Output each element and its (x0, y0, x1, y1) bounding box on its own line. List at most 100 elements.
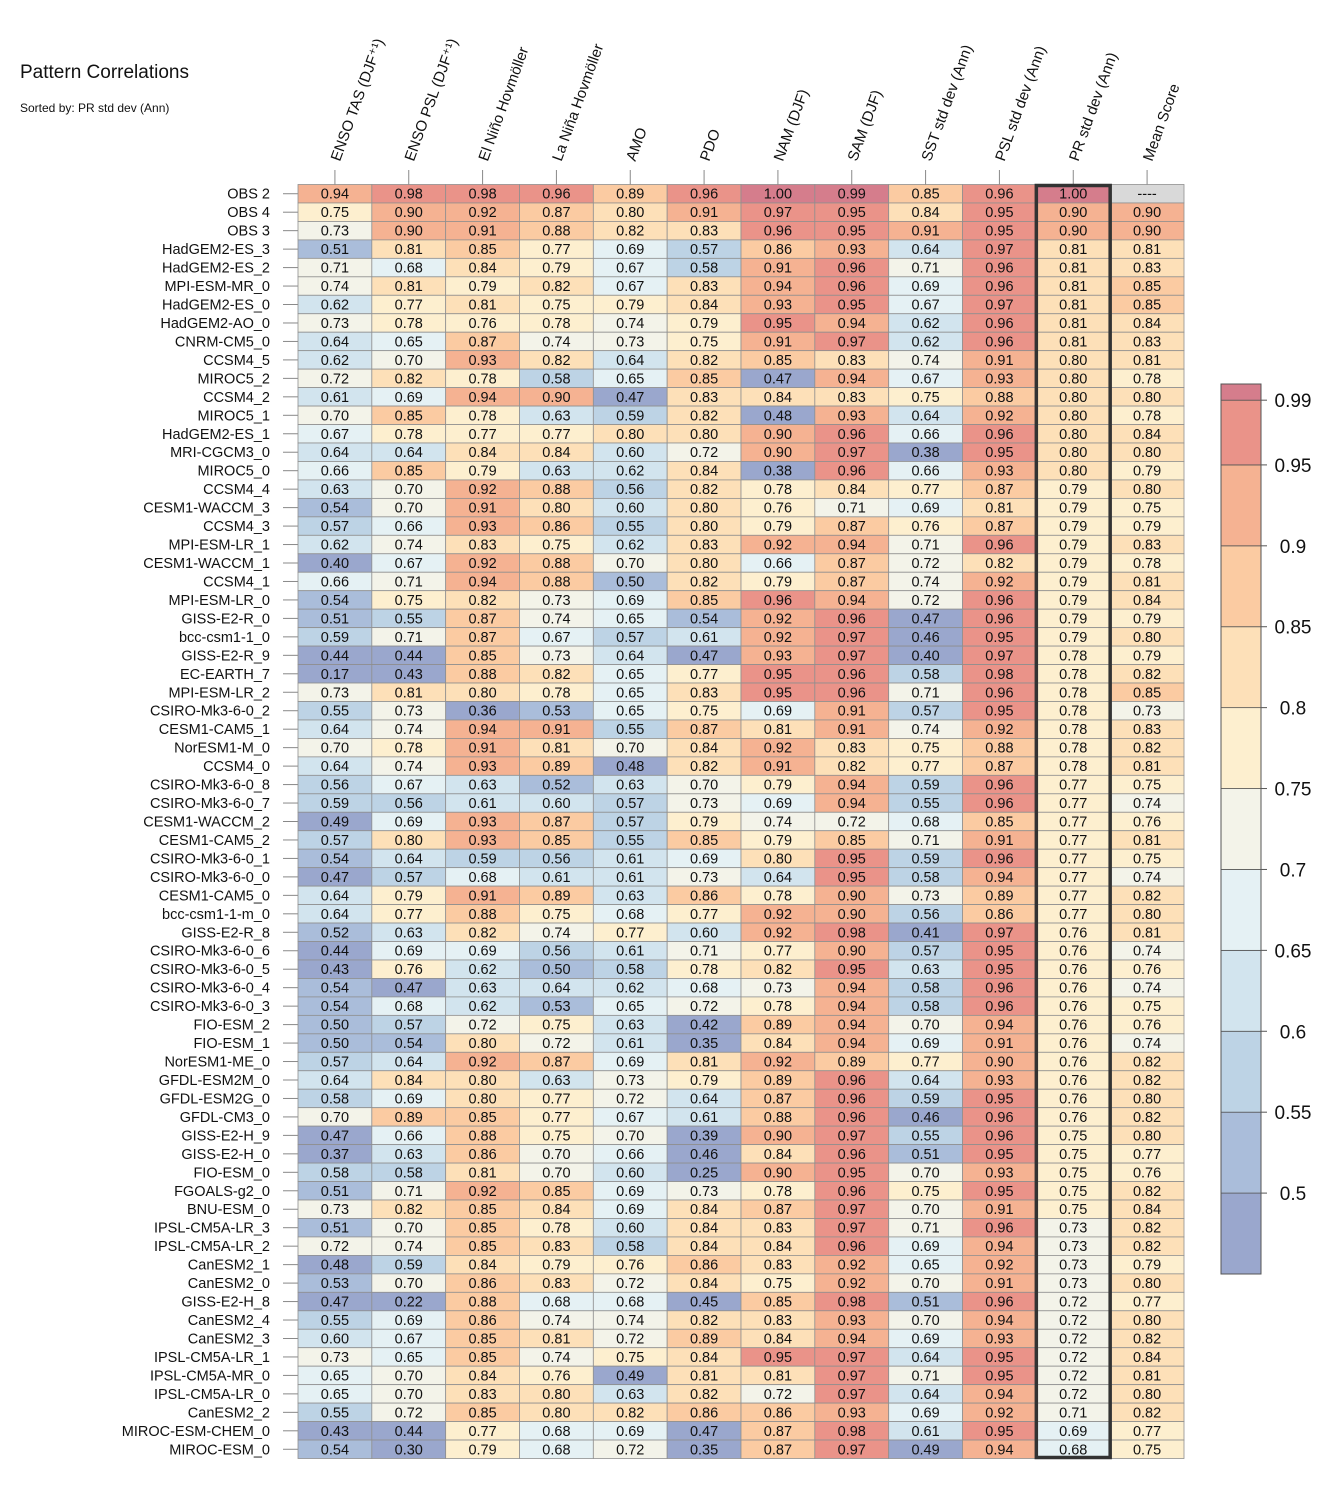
cell-value: 0.69 (690, 851, 718, 867)
cell-value: 0.93 (985, 1165, 1013, 1181)
cell-value: 0.88 (764, 1110, 792, 1126)
cell-value: 0.64 (395, 445, 423, 461)
cell-value: 0.55 (395, 611, 423, 627)
cell-value: 0.78 (764, 999, 792, 1015)
row-label: MIROC5_2 (197, 371, 270, 387)
cell-value: 0.81 (1133, 925, 1161, 941)
cell-value: 0.95 (838, 851, 866, 867)
cell-value: 0.87 (985, 519, 1013, 535)
cell-value: 0.55 (321, 704, 349, 720)
cell-value: 0.57 (911, 704, 939, 720)
cell-value: 0.84 (542, 1202, 570, 1218)
cell-value: 0.57 (321, 1055, 349, 1071)
cell-value: 0.55 (911, 796, 939, 812)
cell-value: 0.84 (764, 1147, 792, 1163)
cell-value: 0.97 (838, 334, 866, 350)
cell-value: 0.78 (1059, 667, 1087, 683)
cell-value: 0.59 (616, 408, 644, 424)
cell-value: 0.64 (690, 1091, 718, 1107)
cell-value: 0.84 (468, 1258, 496, 1274)
cell-value: 0.79 (1059, 482, 1087, 498)
cell-value: 0.81 (690, 1368, 718, 1384)
cell-value: 0.94 (985, 1239, 1013, 1255)
cell-value: 0.74 (1133, 981, 1161, 997)
cell-value: 0.64 (911, 242, 939, 258)
cell-value: 0.84 (764, 1239, 792, 1255)
cell-value: 0.90 (764, 445, 792, 461)
row-label: MPI-ESM-MR_0 (164, 279, 270, 295)
cell-value: 0.55 (321, 1405, 349, 1421)
cell-value: 0.69 (911, 501, 939, 517)
cell-value: 0.47 (911, 611, 939, 627)
cell-value: 0.58 (911, 981, 939, 997)
cell-value: 0.83 (468, 538, 496, 554)
cell-value: 0.61 (690, 630, 718, 646)
cell-value: 0.87 (542, 205, 570, 221)
colorbar-segment (1220, 545, 1262, 628)
cell-value: 0.97 (838, 630, 866, 646)
cell-value: 0.72 (911, 593, 939, 609)
cell-value: 0.91 (764, 334, 792, 350)
cell-value: 0.96 (985, 593, 1013, 609)
cell-value: 0.72 (1059, 1350, 1087, 1366)
cell-value: 0.73 (764, 981, 792, 997)
cell-value: 0.97 (838, 445, 866, 461)
cell-value: 0.94 (468, 390, 496, 406)
cell-value: 0.85 (764, 1295, 792, 1311)
cell-value: 0.97 (985, 242, 1013, 258)
cell-value: 0.76 (1059, 1110, 1087, 1126)
cell-value: 0.73 (321, 685, 349, 701)
cell-value: 0.64 (321, 888, 349, 904)
cell-value: 0.76 (1059, 925, 1087, 941)
cell-value: 0.73 (1059, 1276, 1087, 1292)
cell-value: 0.96 (838, 427, 866, 443)
cell-value: 0.86 (542, 519, 570, 535)
cell-value: 1.00 (1059, 187, 1087, 203)
cell-value: 0.91 (468, 741, 496, 757)
cell-value: 0.92 (985, 722, 1013, 738)
cell-value: 0.88 (542, 482, 570, 498)
cell-value: 0.77 (468, 427, 496, 443)
cell-value: 0.78 (1133, 371, 1161, 387)
cell-value: 0.73 (542, 593, 570, 609)
cell-value: 0.78 (1059, 741, 1087, 757)
cell-value: 0.94 (838, 778, 866, 794)
row-label: NorESM1-M_0 (174, 741, 270, 757)
cell-value: 0.69 (764, 796, 792, 812)
colorbar-segment (1220, 626, 1262, 709)
cell-value: 0.78 (468, 371, 496, 387)
cell-value: 0.95 (985, 704, 1013, 720)
cell-value: 0.63 (468, 778, 496, 794)
row-label: bcc-csm1-1_0 (179, 630, 270, 646)
cell-value: 0.62 (911, 316, 939, 332)
cell-value: 0.69 (616, 242, 644, 258)
cell-value: 0.76 (1133, 962, 1161, 978)
cell-value: 0.68 (542, 1424, 570, 1440)
cell-value: 0.40 (321, 556, 349, 572)
cell-value: 0.77 (1133, 1295, 1161, 1311)
cell-value: 0.72 (616, 1331, 644, 1347)
cell-value: 0.61 (911, 1424, 939, 1440)
cell-value: 0.76 (1059, 1073, 1087, 1089)
cell-value: 0.90 (764, 1128, 792, 1144)
cell-value: 0.77 (395, 298, 423, 314)
cell-value: 0.44 (395, 1424, 423, 1440)
cell-value: 0.81 (1133, 574, 1161, 590)
cell-value: 0.63 (542, 408, 570, 424)
cell-value: 0.90 (1133, 205, 1161, 221)
cell-value: 0.64 (321, 445, 349, 461)
cell-value: 0.79 (764, 574, 792, 590)
cell-value: 0.70 (321, 741, 349, 757)
cell-value: 0.77 (542, 242, 570, 258)
cell-value: 0.95 (985, 1350, 1013, 1366)
cell-value: 0.95 (838, 298, 866, 314)
cell-value: 0.96 (838, 464, 866, 480)
cell-value: 0.90 (764, 427, 792, 443)
row-label: CESM1-CAM5_1 (159, 722, 270, 738)
cell-value: 0.72 (321, 371, 349, 387)
cell-value: 0.76 (542, 1368, 570, 1384)
cell-value: 0.57 (321, 519, 349, 535)
cell-value: 0.53 (542, 999, 570, 1015)
cell-value: 0.82 (395, 371, 423, 387)
cell-value: 0.64 (395, 851, 423, 867)
